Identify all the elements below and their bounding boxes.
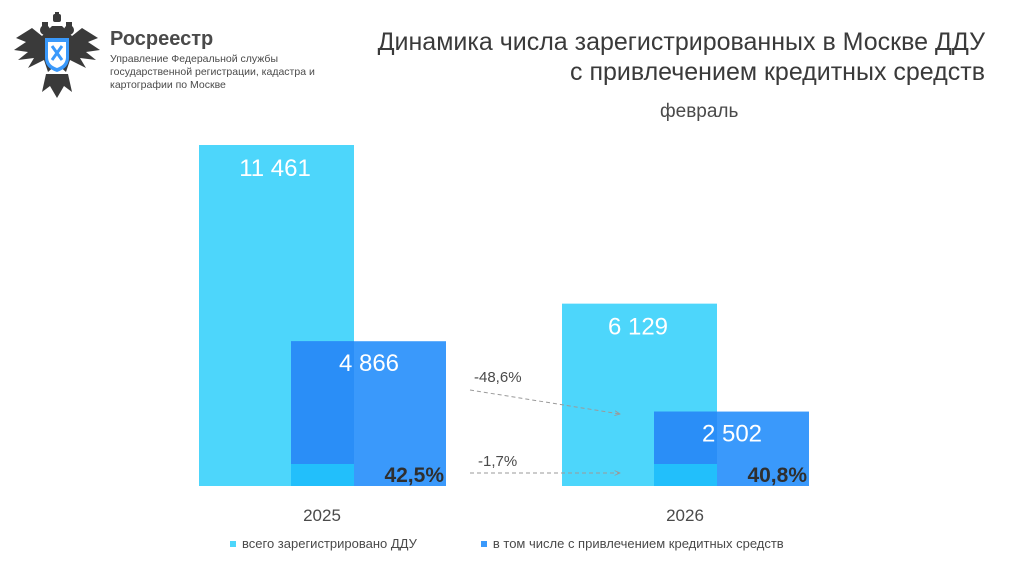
legend-swatch-credit <box>480 540 487 547</box>
label-credit-2026: 2 502 <box>702 421 762 448</box>
x-tick-2025: 2025 <box>303 506 341 525</box>
legend-item-total: всего зарегистрировано ДДУ <box>230 536 417 551</box>
rosreestr-eagle-logo <box>14 12 100 98</box>
x-tick-2026: 2026 <box>666 506 704 525</box>
label-share-2026: 40,8% <box>747 464 807 487</box>
bar-overlap-2025 <box>291 341 354 486</box>
chart-subtitle-month: февраль <box>660 101 739 122</box>
legend: всего зарегистрировано ДДУ в том числе с… <box>230 536 784 551</box>
change-arrow-total <box>469 389 620 414</box>
legend-item-credit: в том числе с привлечением кредитных сре… <box>480 536 784 551</box>
label-total-2026: 6 129 <box>608 314 668 341</box>
legend-label-total: всего зарегистрировано ДДУ <box>242 536 417 551</box>
chart-title: Динамика числа зарегистрированных в Моск… <box>377 28 985 86</box>
change-label-credit: -1,7% <box>478 453 517 470</box>
label-share-2025: 42,5% <box>384 464 444 487</box>
bar-share-band-2025 <box>291 464 354 486</box>
org-subtitle: Управление Федеральной службы государств… <box>110 53 315 91</box>
label-credit-2025: 4 866 <box>339 350 399 377</box>
org-name: Росреестр <box>110 28 214 50</box>
change-label-total: -48,6% <box>474 369 522 386</box>
bar-share-band-2026 <box>654 464 717 486</box>
legend-swatch-total <box>230 540 236 547</box>
legend-label-credit: в том числе с привлечением кредитных сре… <box>492 536 784 551</box>
label-total-2025: 11 461 <box>239 155 311 182</box>
